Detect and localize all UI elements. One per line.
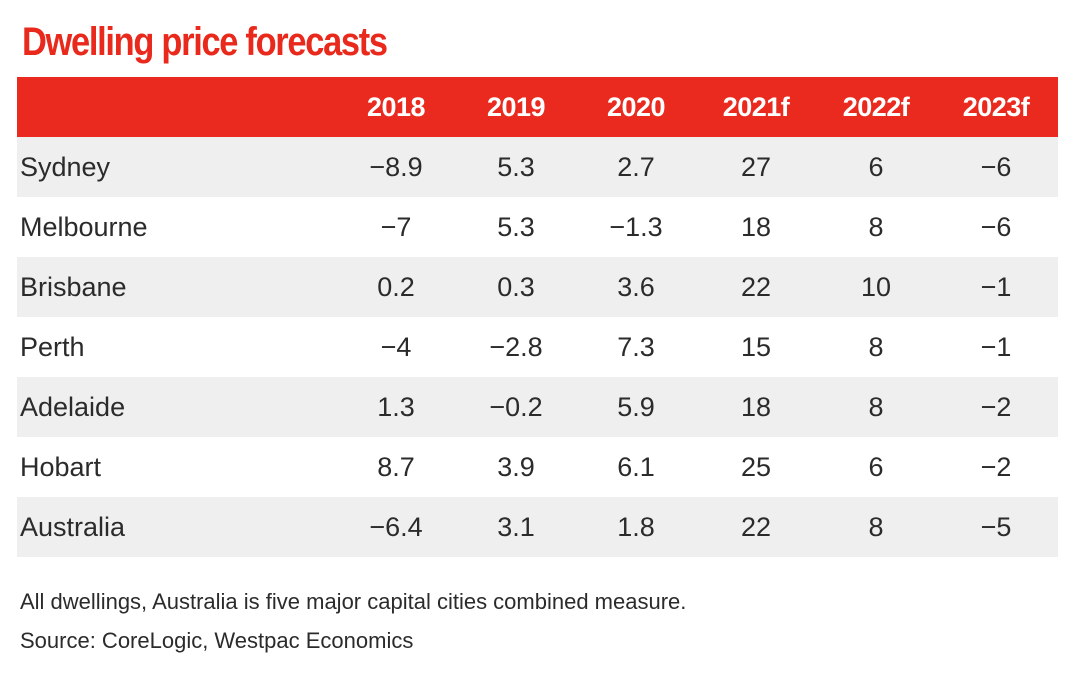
table-cell: 22 <box>740 511 772 542</box>
footnote-description: All dwellings, Australia is five major c… <box>20 589 687 614</box>
table-row: Sydney −8.9 5.3 2.7 27 6 −6 <box>17 137 1058 197</box>
table-cell: 1.3 <box>377 391 415 422</box>
table-cell: 3.1 <box>497 511 535 542</box>
table-row: Adelaide 1.3 −0.2 5.9 18 8 −2 <box>17 377 1058 437</box>
table-cell: −1 <box>980 331 1012 362</box>
table-cell: 3.9 <box>497 451 535 482</box>
table-cell: 5.9 <box>617 391 655 422</box>
header-cell-2018: 2018 <box>366 91 426 122</box>
table-cell: −6 <box>980 211 1012 242</box>
table-cell: 25 <box>740 451 772 482</box>
table-body: Sydney −8.9 5.3 2.7 27 6 −6 Melbourne −7 5.3 −1.3 1… <box>17 137 1058 557</box>
table-cell: −8.9 <box>369 151 423 182</box>
table-cell: −7 <box>380 211 412 242</box>
table-cell: 1.8 <box>617 511 655 542</box>
table-row: Perth −4 −2.8 7.3 15 8 −1 <box>17 317 1058 377</box>
header-cell-2020: 2020 <box>606 91 666 122</box>
table-row: Australia −6.4 3.1 1.8 22 8 −5 <box>17 497 1058 557</box>
table-cell: 8 <box>868 511 884 542</box>
table-row: Melbourne −7 5.3 −1.3 18 8 −6 <box>17 197 1058 257</box>
table-cell: 22 <box>740 271 772 302</box>
table-cell: 15 <box>740 331 772 362</box>
row-label: Melbourne <box>20 211 148 242</box>
row-label: Perth <box>20 331 85 362</box>
table-cell: 10 <box>860 271 892 302</box>
table-cell: −2 <box>980 391 1012 422</box>
table-cell: 0.2 <box>377 271 415 302</box>
table-cell: 6 <box>868 151 884 182</box>
row-label: Hobart <box>20 451 102 482</box>
table-cell: 18 <box>740 391 772 422</box>
header-cell-2022f: 2022f <box>842 91 910 122</box>
table-cell: −4 <box>380 331 412 362</box>
table-cell: 6 <box>868 451 884 482</box>
table-cell: −6.4 <box>369 511 423 542</box>
table-cell: −1.3 <box>609 211 663 242</box>
table-cell: 3.6 <box>617 271 655 302</box>
row-label: Australia <box>20 511 126 542</box>
page-title: Dwelling price forecasts <box>22 20 388 64</box>
table-cell: −5 <box>980 511 1012 542</box>
table-header-row: 2018 2019 2020 2021f 2022f 2023f <box>17 77 1058 137</box>
table-cell: 2.7 <box>617 151 655 182</box>
row-label: Sydney <box>20 151 111 182</box>
table-cell: 6.1 <box>617 451 655 482</box>
table-cell: 27 <box>740 151 772 182</box>
footnote-source: Source: CoreLogic, Westpac Economics <box>20 628 414 653</box>
table-cell: −2 <box>980 451 1012 482</box>
table-cell: 8 <box>868 331 884 362</box>
table-cell: −0.2 <box>489 391 543 422</box>
table-cell: 8 <box>868 211 884 242</box>
table-cell: −6 <box>980 151 1012 182</box>
row-label: Brisbane <box>20 271 127 302</box>
table-cell: 7.3 <box>617 331 655 362</box>
table-cell: 8 <box>868 391 884 422</box>
table-cell: 8.7 <box>377 451 415 482</box>
table-cell: 5.3 <box>497 211 535 242</box>
table-cell: −2.8 <box>489 331 543 362</box>
table-row: Hobart 8.7 3.9 6.1 25 6 −2 <box>17 437 1058 497</box>
table-cell: −1 <box>980 271 1012 302</box>
header-cell-2023f: 2023f <box>962 91 1030 122</box>
header-cell-2019: 2019 <box>486 91 546 122</box>
row-label: Adelaide <box>20 391 126 422</box>
table-row: Brisbane 0.2 0.3 3.6 22 10 −1 <box>17 257 1058 317</box>
footnotes: All dwellings, Australia is five major c… <box>20 582 686 660</box>
header-cell-2021f: 2021f <box>722 91 790 122</box>
table-cell: 18 <box>740 211 772 242</box>
forecast-table: 2018 2019 2020 2021f 2022f 2023f Sydney −… <box>17 77 1058 557</box>
table-cell: 5.3 <box>497 151 535 182</box>
table-cell: 0.3 <box>497 271 535 302</box>
